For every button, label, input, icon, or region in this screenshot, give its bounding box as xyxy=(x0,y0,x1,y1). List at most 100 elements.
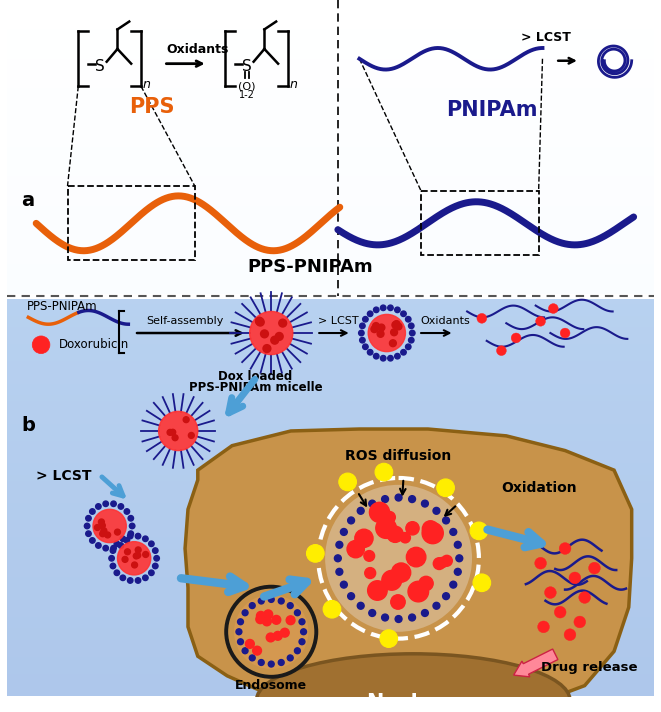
Circle shape xyxy=(96,543,101,548)
Circle shape xyxy=(280,628,290,637)
Circle shape xyxy=(340,581,347,588)
Circle shape xyxy=(237,639,243,644)
Circle shape xyxy=(369,609,375,617)
Circle shape xyxy=(188,432,194,439)
Circle shape xyxy=(118,503,124,509)
Circle shape xyxy=(371,325,378,333)
Bar xyxy=(7,469,654,475)
Circle shape xyxy=(301,629,307,634)
Bar xyxy=(7,662,654,668)
Circle shape xyxy=(132,562,137,568)
Circle shape xyxy=(104,532,110,538)
Text: Self-assembly: Self-assembly xyxy=(146,316,223,326)
Circle shape xyxy=(401,350,407,355)
Bar xyxy=(7,188,654,194)
Bar xyxy=(7,605,654,612)
Circle shape xyxy=(110,548,116,553)
Circle shape xyxy=(407,548,426,567)
Bar xyxy=(7,543,654,549)
Bar xyxy=(7,70,654,76)
Bar xyxy=(7,486,654,492)
Bar xyxy=(7,401,654,407)
Circle shape xyxy=(384,511,395,523)
Circle shape xyxy=(373,307,379,313)
Circle shape xyxy=(434,557,445,570)
Text: Oxidants: Oxidants xyxy=(167,43,229,56)
Circle shape xyxy=(323,600,341,618)
Bar xyxy=(7,481,654,486)
Bar xyxy=(7,258,654,265)
Bar xyxy=(7,503,654,509)
Bar xyxy=(7,288,654,294)
Circle shape xyxy=(422,523,444,544)
Bar xyxy=(7,224,654,229)
Circle shape xyxy=(101,528,107,534)
Circle shape xyxy=(172,435,178,441)
Bar xyxy=(7,464,654,469)
Bar xyxy=(7,645,654,651)
Ellipse shape xyxy=(256,654,570,712)
Circle shape xyxy=(393,320,400,328)
Bar xyxy=(7,182,654,188)
Circle shape xyxy=(236,629,242,634)
Text: Oxidation: Oxidation xyxy=(502,481,577,495)
Circle shape xyxy=(90,538,95,543)
Bar xyxy=(7,509,654,515)
Bar xyxy=(7,76,654,83)
Circle shape xyxy=(336,541,343,548)
Circle shape xyxy=(442,555,452,566)
Bar xyxy=(7,88,654,94)
Bar xyxy=(7,679,654,685)
Bar xyxy=(7,498,654,503)
Circle shape xyxy=(85,523,90,529)
Circle shape xyxy=(136,533,141,539)
Circle shape xyxy=(278,659,284,666)
Circle shape xyxy=(408,323,414,328)
Bar xyxy=(7,29,654,36)
Circle shape xyxy=(400,533,410,543)
Circle shape xyxy=(256,612,265,620)
Circle shape xyxy=(274,632,282,640)
Circle shape xyxy=(149,570,154,575)
Circle shape xyxy=(143,536,148,542)
Circle shape xyxy=(128,515,134,521)
Circle shape xyxy=(245,639,254,649)
Circle shape xyxy=(391,595,405,609)
Circle shape xyxy=(299,619,305,624)
Circle shape xyxy=(368,315,405,352)
Bar xyxy=(7,344,654,350)
Circle shape xyxy=(224,585,318,679)
Circle shape xyxy=(477,313,486,323)
Bar xyxy=(7,634,654,639)
Bar xyxy=(7,0,654,6)
Circle shape xyxy=(99,523,105,528)
Bar xyxy=(7,674,654,679)
Circle shape xyxy=(86,531,91,536)
Circle shape xyxy=(98,519,104,525)
Circle shape xyxy=(537,621,549,633)
Bar xyxy=(7,12,654,18)
Circle shape xyxy=(443,517,449,524)
Circle shape xyxy=(470,522,488,540)
Bar xyxy=(7,412,654,418)
Text: 1-2: 1-2 xyxy=(239,90,254,100)
Text: ROS diffusion: ROS diffusion xyxy=(346,449,451,464)
Bar xyxy=(7,617,654,623)
Bar xyxy=(7,560,654,566)
Circle shape xyxy=(369,502,389,523)
Circle shape xyxy=(473,574,490,592)
Bar xyxy=(7,435,654,441)
Bar xyxy=(7,153,654,159)
Bar xyxy=(7,130,654,135)
Bar xyxy=(7,600,654,606)
Bar xyxy=(7,441,654,446)
Circle shape xyxy=(355,529,373,548)
Circle shape xyxy=(325,485,472,632)
Bar xyxy=(7,194,654,200)
Circle shape xyxy=(377,330,384,337)
Circle shape xyxy=(395,353,400,359)
Circle shape xyxy=(496,346,506,355)
Text: > LCST: > LCST xyxy=(318,316,359,326)
Circle shape xyxy=(360,337,365,343)
Circle shape xyxy=(120,575,126,580)
